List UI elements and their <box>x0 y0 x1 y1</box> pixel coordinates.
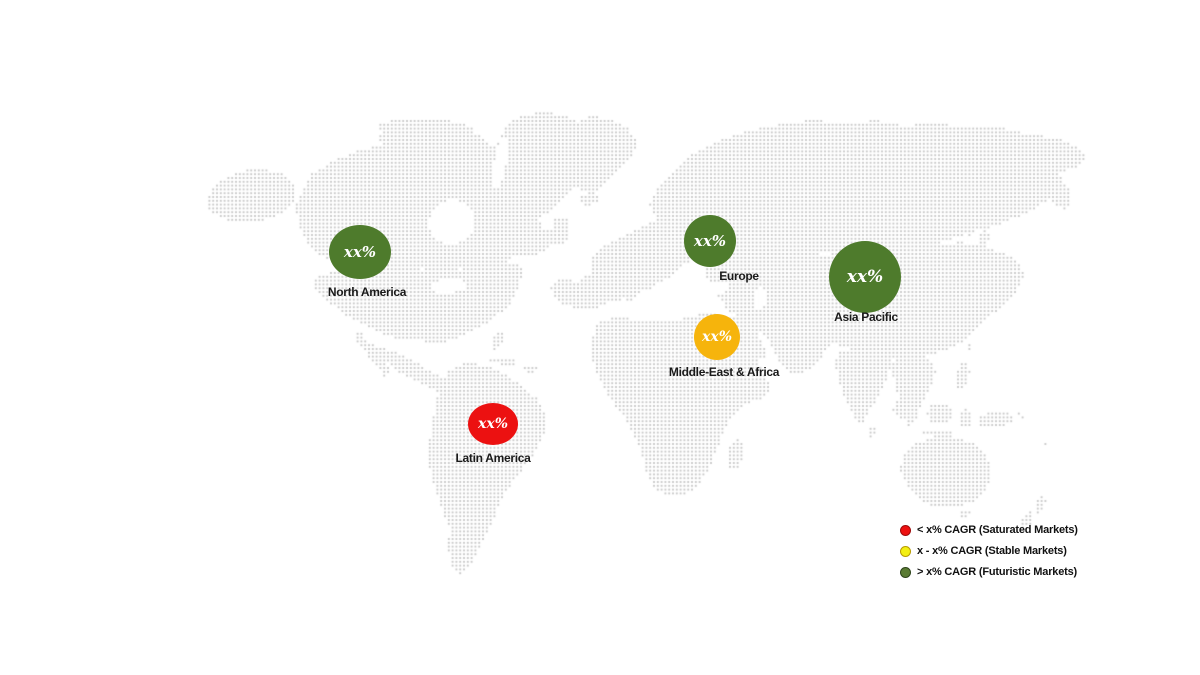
bubble-value-latin-america: xx% <box>478 416 508 432</box>
bubble-value-middle-east-africa: xx% <box>702 329 732 345</box>
bubble-europe: xx% <box>684 215 736 267</box>
bubble-latin-america: xx% <box>468 403 518 445</box>
legend-marker-stable-icon <box>900 545 911 557</box>
label-asia-pacific: Asia Pacific <box>834 310 898 324</box>
bubble-value-asia-pacific: xx% <box>846 266 884 287</box>
cagr-legend: < x% CAGR (Saturated Markets) x - x% CAG… <box>900 523 1078 586</box>
legend-item-saturated: < x% CAGR (Saturated Markets) <box>900 523 1078 537</box>
label-latin-america: Latin America <box>455 451 531 465</box>
label-north-america: North America <box>327 285 407 299</box>
legend-label-futuristic: > x% CAGR (Futuristic Markets) <box>917 566 1077 578</box>
label-europe: Europe <box>719 269 759 283</box>
legend-marker-futuristic-icon <box>900 566 911 578</box>
legend-item-futuristic: > x% CAGR (Futuristic Markets) <box>900 565 1078 579</box>
legend-label-saturated: < x% CAGR (Saturated Markets) <box>917 524 1078 536</box>
legend-marker-saturated-icon <box>900 524 911 536</box>
bubble-north-america: xx% <box>329 225 391 279</box>
bubble-middle-east-africa: xx% <box>694 314 740 360</box>
bubble-asia-pacific: xx% <box>829 241 901 313</box>
legend-label-stable: x - x% CAGR (Stable Markets) <box>917 545 1067 557</box>
legend-item-stable: x - x% CAGR (Stable Markets) <box>900 544 1078 558</box>
bubble-value-north-america: xx% <box>343 242 377 261</box>
label-middle-east-africa: Middle-East & Africa <box>668 365 780 379</box>
bubble-value-europe: xx% <box>693 231 727 250</box>
